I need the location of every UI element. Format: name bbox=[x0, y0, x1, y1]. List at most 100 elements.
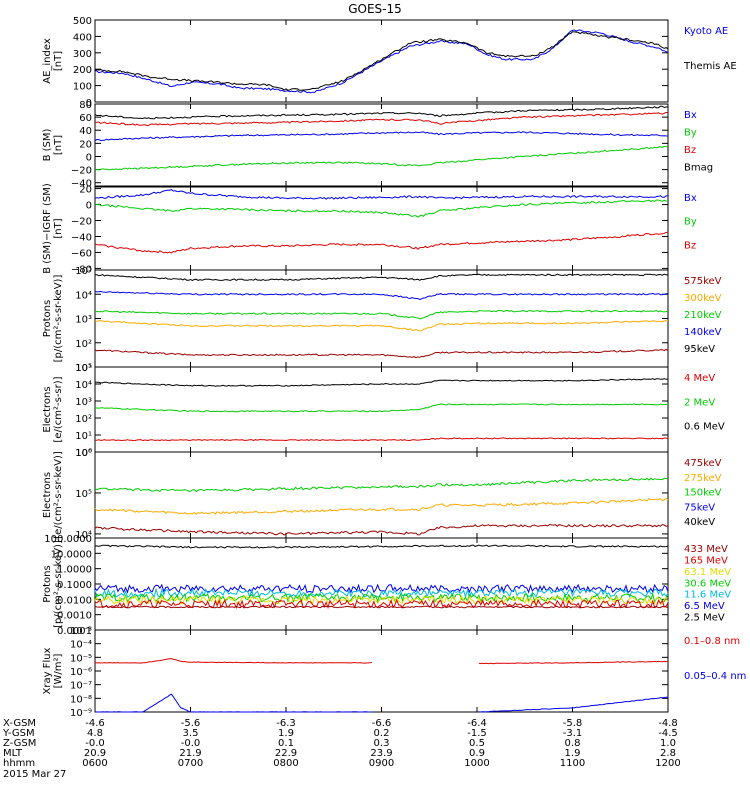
legend-entry: 0.6 MeV bbox=[684, 422, 725, 433]
legend-entry: Bmag bbox=[684, 163, 713, 174]
y-axis-label: [nT] bbox=[53, 51, 64, 71]
y-tick-label: 10⁵ bbox=[75, 489, 92, 500]
ephemeris-value: 22.9 bbox=[275, 748, 297, 759]
y-tick-label: 0.0010 bbox=[57, 611, 92, 622]
ephemeris-value: 0.5 bbox=[469, 738, 485, 749]
panel-bsm: −40 −20 0 20 40 60 80 B (SM) [nT] Bx By Bz Bmag bbox=[42, 100, 713, 190]
legend-entry: 2.5 MeV bbox=[684, 613, 725, 624]
ephemeris-value: -3.1 bbox=[563, 728, 583, 739]
legend-entry: Bx bbox=[684, 193, 697, 204]
ephemeris-value: 0.8 bbox=[565, 738, 581, 749]
y-tick-label: 10⁻³ bbox=[70, 626, 92, 637]
y-tick-label: 10⁴ bbox=[75, 530, 92, 541]
legend-entry: 150keV bbox=[684, 488, 722, 499]
panel-frame bbox=[94, 103, 669, 187]
y-tick-label: 0.0001 bbox=[57, 626, 92, 637]
y-axis-label: Protons bbox=[42, 300, 53, 337]
y-axis-label: AE_index bbox=[42, 38, 53, 84]
ephemeris-value: 23.9 bbox=[370, 748, 392, 759]
y-tick-label: 10⁰ bbox=[75, 448, 92, 459]
y-tick-label: 1.0000 bbox=[57, 565, 92, 576]
legend-entry: 275keV bbox=[684, 473, 722, 484]
y-tick-label: 500 bbox=[73, 16, 92, 27]
legend-entry: 2 MeV bbox=[684, 397, 715, 408]
ephemeris-value: 1.9 bbox=[278, 728, 294, 739]
y-tick-label: 10⁵ bbox=[75, 363, 92, 374]
panel-ae: 0 100 200 300 400 500 AE_index [nT] Kyoto AE Them… bbox=[42, 16, 737, 109]
ephemeris-value: 4.8 bbox=[87, 728, 103, 739]
series-line-0-05-0-4-nm bbox=[94, 693, 669, 713]
y-tick-label: 10⁻⁵ bbox=[70, 653, 92, 664]
series-line-4-mev bbox=[94, 437, 669, 442]
series-line-bz bbox=[94, 231, 669, 254]
ephemeris-row-label: hhmm bbox=[3, 758, 35, 769]
ephemeris-value: -6.3 bbox=[276, 718, 296, 729]
legend-entry: 63.1 MeV bbox=[684, 567, 731, 578]
y-axis-label: [e/(cm²-s-sr)] bbox=[53, 376, 64, 442]
legend-entry: 0.05–0.4 nm bbox=[684, 671, 746, 682]
ephemeris-value: 20.9 bbox=[84, 748, 106, 759]
legend-entry: 40keV bbox=[684, 517, 715, 528]
y-axis-label: B (SM)−IGRF (SM) bbox=[42, 183, 53, 274]
y-axis-label: [nT] bbox=[53, 135, 64, 155]
ephemeris-value: -6.4 bbox=[467, 718, 487, 729]
series-line-bx bbox=[94, 131, 669, 142]
panel-xray: 10⁻⁹ 10⁻⁸ 10⁻⁷ 10⁻⁶ 10⁻⁵ 10⁻⁴ 10⁻³ Xray Flux [W/… bbox=[42, 626, 746, 719]
y-axis-label: B (SM) bbox=[42, 128, 53, 161]
y-tick-label: 200 bbox=[73, 65, 92, 76]
y-tick-label: 40 bbox=[79, 126, 92, 137]
panel-protons_low: 10¹ 10² 10³ 10⁴ 10⁵ Protons [p/(cm²-s-sr-keV)]… bbox=[42, 266, 722, 374]
y-tick-label: 100.0000 bbox=[44, 534, 92, 545]
legend-entry: Kyoto AE bbox=[684, 26, 728, 37]
ephemeris-value: 0700 bbox=[178, 758, 203, 769]
panel-frame bbox=[94, 537, 669, 631]
legend-entry: 575keV bbox=[684, 276, 722, 287]
series-line-150kev bbox=[94, 477, 669, 493]
y-tick-label: 0 bbox=[86, 98, 92, 109]
series-line-bz bbox=[94, 112, 668, 127]
ephemeris-value: 0900 bbox=[369, 758, 394, 769]
y-axis-label: Electrons bbox=[42, 386, 53, 432]
series-line-11-6-mev bbox=[94, 587, 669, 599]
series-line-63-1-mev bbox=[94, 595, 669, 606]
series-line-433-mev bbox=[94, 605, 669, 609]
figure-title: GOES-15 bbox=[348, 2, 402, 16]
series-line-by bbox=[94, 145, 668, 171]
ephemeris-value: 0800 bbox=[273, 758, 298, 769]
y-tick-label: 80 bbox=[79, 100, 92, 111]
ephemeris-value: -4.6 bbox=[85, 718, 105, 729]
ephemeris-row-label: X-GSM bbox=[3, 718, 36, 729]
ephemeris-value: -1.5 bbox=[467, 728, 487, 739]
ephemeris-value: -5.6 bbox=[181, 718, 201, 729]
legend-entry: 75keV bbox=[684, 502, 715, 513]
series-line-kyoto-ae bbox=[95, 29, 669, 94]
y-axis-label: [nT] bbox=[53, 218, 64, 238]
y-tick-label: 10¹ bbox=[75, 431, 92, 442]
series-line-0-6-mev bbox=[94, 378, 669, 387]
series-line-275kev bbox=[94, 497, 669, 515]
series-line-140kev bbox=[94, 290, 669, 301]
y-tick-label: 20 bbox=[79, 185, 92, 196]
series-line-300kev bbox=[94, 320, 669, 332]
y-tick-label: 10⁻⁴ bbox=[70, 640, 92, 651]
panel-bigrf: −80 −60 −40 −20 0 20 B (SM)−IGRF (SM) [nT] Bx By B… bbox=[42, 183, 697, 275]
y-axis-label: Electrons bbox=[42, 472, 53, 518]
panel-electrons_high: 10⁰ 10¹ 10² 10³ 10⁴ 10⁵ Electrons [e/(cm²-s-sr)… bbox=[42, 363, 725, 459]
y-tick-label: 10⁻⁶ bbox=[70, 667, 92, 678]
y-tick-label: 20 bbox=[79, 139, 92, 150]
y-axis-label: [W/m²] bbox=[53, 653, 64, 688]
y-tick-label: 10⁻⁷ bbox=[70, 681, 92, 692]
y-tick-label: 10² bbox=[75, 414, 92, 425]
ephemeris-value: 3.5 bbox=[183, 728, 199, 739]
y-tick-label: 10³ bbox=[75, 315, 92, 326]
series-line-2-5-mev bbox=[94, 544, 669, 549]
series-line-575kev bbox=[94, 348, 669, 359]
y-tick-label: 10⁶ bbox=[75, 448, 92, 459]
series-line-by bbox=[94, 199, 669, 218]
legend-entry: Bz bbox=[684, 240, 696, 251]
legend-entry: 140keV bbox=[684, 327, 722, 338]
legend-entry: 0.1–0.8 nm bbox=[684, 636, 740, 647]
y-tick-label: 0.0100 bbox=[57, 595, 92, 606]
panel-protons_high: 0.0001 0.0010 0.0100 0.1000 1.0000 10.0000 100… bbox=[42, 534, 731, 637]
